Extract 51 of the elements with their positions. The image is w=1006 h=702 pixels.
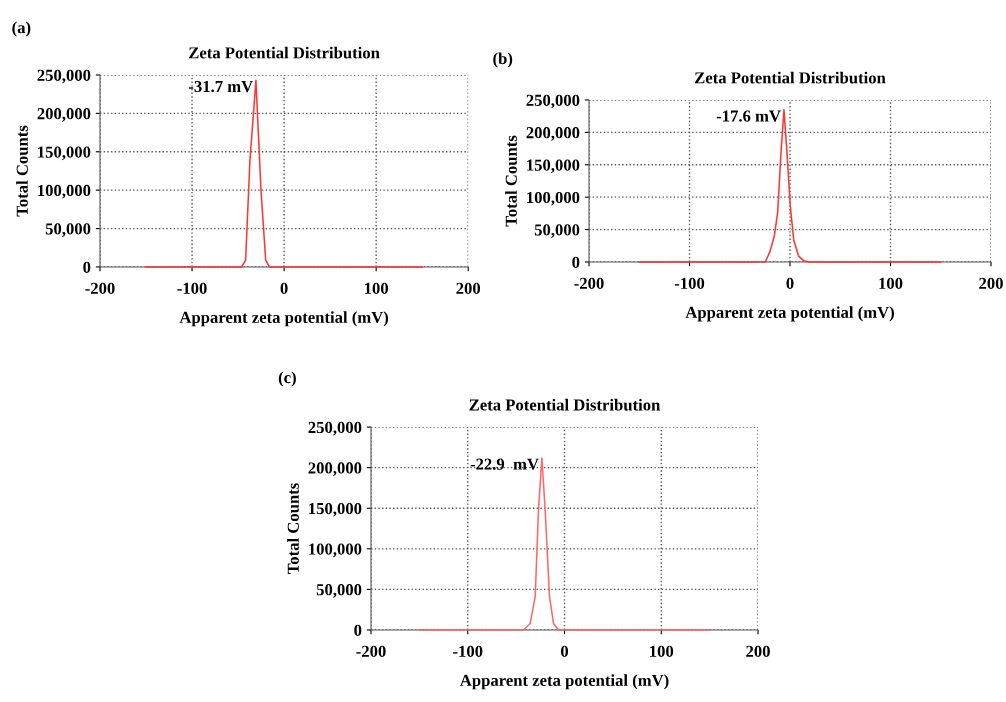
- chart-title: Zeta Potential Distribution: [469, 398, 661, 411]
- line-series: [418, 457, 711, 631]
- x-tick-label: 0: [280, 282, 288, 294]
- y-tick-label: 0: [572, 256, 580, 268]
- y-tick-label: 200,000: [308, 462, 362, 477]
- y-tick-label: 150,000: [309, 502, 362, 517]
- x-tick-label: 200: [456, 282, 481, 294]
- line-series: [145, 79, 423, 268]
- y-tick-label: 100,000: [527, 191, 580, 206]
- x-tick-label: -100: [177, 282, 207, 294]
- x-tick-label: -100: [674, 277, 705, 289]
- x-axis-title: Apparent zeta potential (mV): [459, 674, 669, 690]
- text: (b): [493, 52, 513, 68]
- chart-title: Zeta Potential Distribution: [189, 46, 380, 59]
- y-tick-label: 50,000: [316, 584, 362, 598]
- x-axis-title: Apparent zeta potential (mV): [685, 306, 894, 322]
- y-tick-label: 100,000: [309, 543, 362, 558]
- x-tick-label: -100: [453, 645, 483, 657]
- x-tick-label: 200: [746, 645, 770, 657]
- y-tick-label: 100,000: [38, 184, 91, 199]
- y-tick-label: 200,000: [37, 108, 91, 122]
- text: (c): [278, 371, 296, 387]
- line-series: [638, 108, 942, 263]
- annotation: -22.9 mV: [470, 458, 539, 470]
- y-tick-label: 50,000: [45, 223, 91, 237]
- x-tick-label: 0: [786, 277, 794, 289]
- y-tick-label: 0: [83, 261, 91, 273]
- y-axis-title: Total Counts: [505, 135, 517, 227]
- y-tick-label: 0: [354, 624, 362, 636]
- x-tick-label: -200: [574, 277, 604, 289]
- y-tick-label: 250,000: [308, 421, 362, 436]
- x-axis-title: Apparent zeta potential (mV): [179, 311, 389, 327]
- chart-title: Zeta Potential Distribution: [694, 71, 886, 84]
- y-axis-title: Total Counts: [16, 125, 28, 217]
- annotation: -17.6 mV: [716, 110, 781, 122]
- x-tick-label: 100: [879, 277, 903, 289]
- y-tick-label: 200,000: [526, 127, 580, 141]
- y-tick-label: 50,000: [534, 224, 580, 238]
- x-tick-label: 100: [650, 645, 674, 657]
- y-tick-label: 250,000: [526, 94, 580, 109]
- x-tick-label: -200: [85, 282, 115, 294]
- x-tick-label: 200: [979, 277, 1003, 289]
- x-tick-label: 0: [560, 645, 569, 657]
- y-axis-title: Total Counts: [287, 483, 299, 575]
- y-tick-label: 150,000: [38, 146, 91, 161]
- y-tick-label: 150,000: [527, 159, 580, 174]
- y-tick-label: 250,000: [37, 69, 91, 84]
- x-tick-label: 100: [364, 282, 389, 294]
- annotation: -31.7 mV: [188, 80, 253, 93]
- text: (a): [12, 21, 31, 37]
- x-tick-label: -200: [356, 645, 386, 657]
